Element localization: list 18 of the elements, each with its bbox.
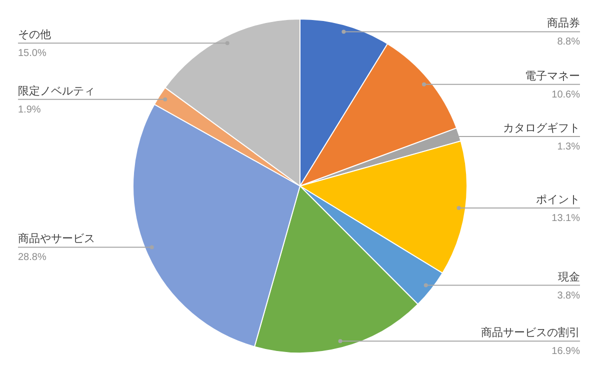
slice-label: 電子マネー [525, 70, 580, 82]
data-label: 3.8% [557, 290, 580, 302]
data-label: 1.3% [557, 142, 580, 153]
slice-label: 商品サービスの割引 [481, 326, 580, 340]
data-label: 16.9% [552, 346, 580, 358]
slice-label: カタログギフト [503, 122, 580, 135]
data-label: 28.8% [18, 252, 46, 264]
slice-label: 現金 [558, 271, 580, 284]
slice-label: ポイント [536, 194, 580, 206]
data-label: 13.1% [552, 213, 580, 224]
slice-label: その他 [18, 29, 51, 42]
data-label: 1.9% [18, 104, 41, 116]
slice-label: 限定ノベルティ [18, 84, 95, 98]
data-label: 8.8% [557, 36, 580, 48]
data-label: 10.6% [552, 89, 580, 100]
slice-label: 商品券 [547, 16, 580, 30]
slice-label: 商品やサービス [18, 232, 95, 246]
data-label: 15.0% [18, 48, 46, 60]
